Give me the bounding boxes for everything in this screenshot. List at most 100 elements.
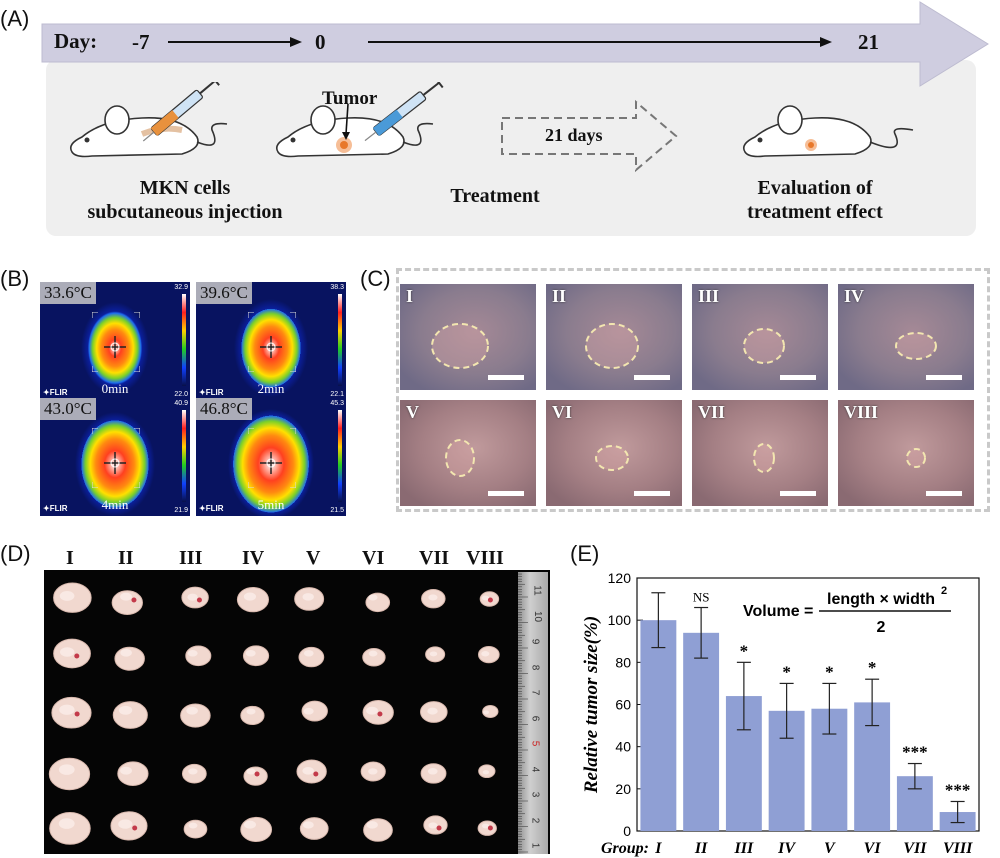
panel-label-e: (E)	[570, 541, 600, 566]
panel-label-c: (C)	[360, 266, 391, 291]
temperature-colorbar	[338, 294, 342, 386]
colorbar-max: 32.9	[174, 284, 188, 291]
measurement-box	[248, 312, 296, 372]
y-tick-label: 40	[615, 739, 631, 755]
excised-tumors-photo: 1 2 3 4 5 6 7 8 9 10 11	[44, 570, 550, 854]
scale-bar	[488, 375, 524, 380]
excised-group-label: V	[306, 547, 321, 569]
colorbar-max: 45.3	[330, 400, 344, 407]
crosshair-icon	[104, 452, 126, 474]
tumor-photo-7: VII	[692, 400, 828, 506]
scale-bar	[634, 375, 670, 380]
thermal-temperature: 43.0°C	[40, 398, 96, 420]
excised-group-label: I	[66, 547, 74, 569]
y-tick-label: 0	[623, 823, 631, 839]
group-label: II	[552, 286, 567, 306]
tumor-specimen	[301, 700, 328, 722]
excised-group-label: VII	[419, 547, 450, 569]
tumor-photo-8: VIII	[838, 400, 974, 506]
tumor-specimen	[482, 704, 499, 719]
thermal-time: 5min	[257, 497, 285, 512]
tumor-outline	[445, 439, 475, 477]
step1-caption: MKN cells subcutaneous injection	[60, 176, 310, 224]
formula-exponent: 2	[941, 585, 947, 597]
tumor-photo-6: VI	[546, 400, 682, 506]
step3-line2: treatment effect	[747, 201, 883, 223]
excised-group-label: VIII	[466, 547, 504, 569]
y-tick-label: 80	[615, 654, 631, 670]
ruler: 1 2 3 4 5 6 7 8 9 10 11	[518, 572, 548, 854]
tumor-specimen	[298, 646, 325, 668]
crosshair-icon	[260, 452, 282, 474]
tumor-specimen	[180, 703, 211, 728]
category-label: II	[694, 840, 708, 857]
tumor-specimen	[183, 819, 208, 839]
flir-logo: ✦FLIR	[43, 388, 68, 397]
scale-bar	[926, 375, 962, 380]
category-label: III	[734, 840, 754, 857]
step3-caption: Evaluation of treatment effect	[720, 176, 910, 224]
scale-bar	[926, 491, 962, 496]
tumor-specimen	[112, 701, 148, 729]
group-label: I	[406, 286, 414, 306]
y-axis-label: Relative tumor size(%)	[581, 616, 602, 794]
excised-group-label: II	[118, 547, 134, 569]
significance-label: ***	[902, 743, 928, 762]
step1-line2: subcutaneous injection	[87, 201, 283, 223]
group-label: III	[698, 286, 720, 306]
temperature-colorbar	[338, 410, 342, 502]
tumor-outline	[595, 445, 629, 471]
tumor-outline	[585, 323, 639, 369]
tumor-specimen	[362, 647, 386, 667]
y-tick-label: 20	[615, 781, 631, 797]
measurement-box	[92, 312, 140, 372]
tumor-specimen	[240, 816, 273, 843]
tumor-specimen	[185, 645, 212, 667]
formula-denominator: 2	[877, 619, 886, 636]
excised-group-label: III	[179, 547, 203, 569]
mouse-evaluation-icon	[742, 105, 914, 158]
thermal-image-2: 39.6°C 2min 38.3 22.1 ✦FLIR	[196, 282, 346, 400]
thermal-temperature: 46.8°C	[196, 398, 252, 420]
tumor-photo-5: V	[400, 400, 536, 506]
crosshair-icon	[260, 336, 282, 358]
timeline-arrow	[41, 1, 989, 87]
step3-line1: Evaluation of	[757, 177, 873, 199]
colorbar-min: 22.1	[330, 391, 344, 398]
significance-label: *	[740, 641, 749, 660]
flir-logo: ✦FLIR	[43, 504, 68, 513]
scale-bar	[780, 375, 816, 380]
tumor-specimen	[242, 645, 270, 667]
panel-label-d: (D)	[0, 541, 31, 566]
y-tick-label: 120	[608, 570, 632, 586]
mouse-treatment-icon	[275, 82, 444, 158]
tumor-outline	[431, 323, 489, 369]
colorbar-max: 40.9	[174, 400, 188, 407]
panel-label-a: (A)	[0, 6, 30, 31]
day-label: Day:	[54, 29, 98, 53]
significance-label: ***	[945, 780, 971, 799]
significance-label: *	[868, 658, 877, 677]
group-label: VI	[552, 402, 573, 422]
tumor-label: Tumor	[322, 88, 378, 109]
step1-line1: MKN cells	[139, 177, 231, 199]
significance-label: *	[825, 662, 834, 681]
group-label: V	[406, 402, 419, 422]
category-label: VIII	[943, 840, 973, 857]
panel-label-b: (B)	[0, 266, 30, 291]
y-tick-label: 60	[615, 697, 631, 713]
excised-group-label: IV	[242, 547, 265, 569]
tumor-photo-2: II	[546, 284, 682, 390]
formula-lhs: Volume =	[743, 603, 813, 620]
day-end: 21	[858, 30, 879, 54]
category-label: I	[654, 840, 662, 857]
colorbar-min: 21.9	[174, 507, 188, 514]
thermal-image-4: 46.8°C 5min 45.3 21.5 ✦FLIR	[196, 398, 346, 516]
day-start: -7	[132, 30, 150, 54]
interval-arrow	[501, 99, 678, 173]
group-label: VIII	[844, 402, 879, 422]
colorbar-min: 22.0	[174, 391, 188, 398]
measurement-box	[248, 428, 296, 488]
thermal-temperature: 33.6°C	[40, 282, 96, 304]
bar-I	[640, 620, 677, 831]
